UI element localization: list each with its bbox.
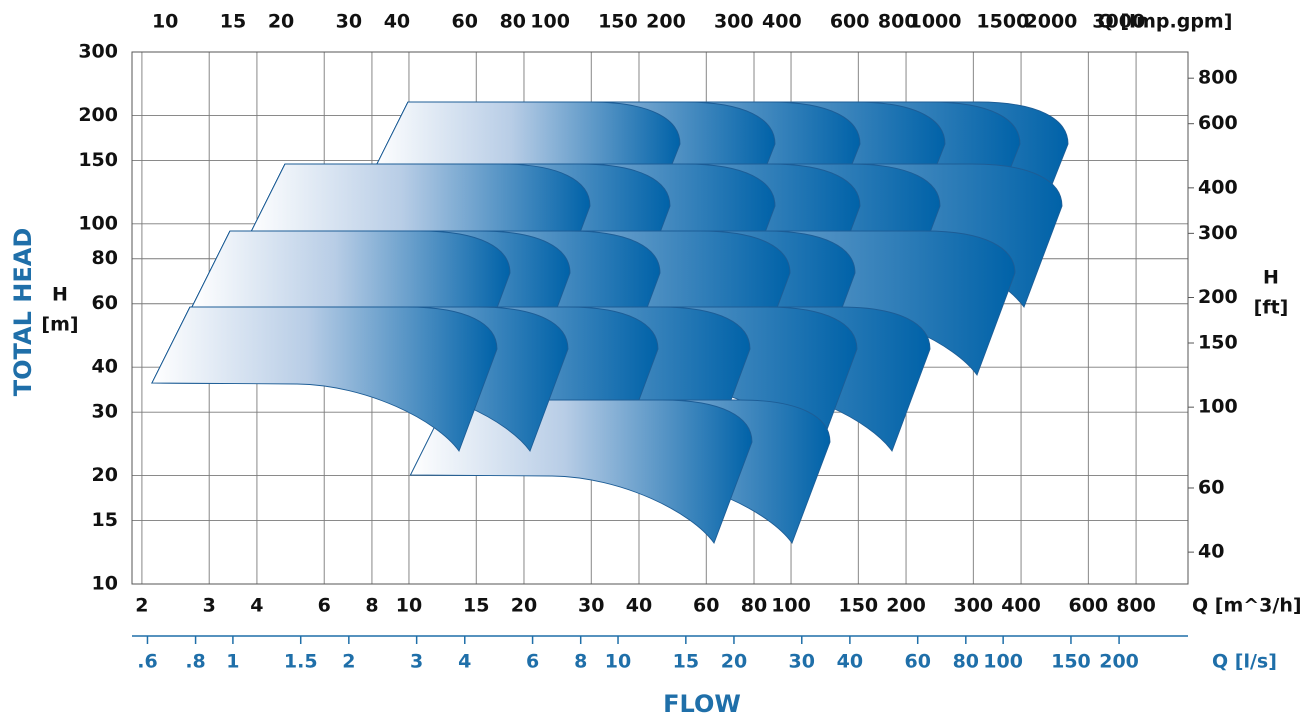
ls-tick-label: 20 (721, 651, 747, 673)
x-tick-label: 10 (396, 595, 422, 617)
top-tick-label: 1000 (909, 11, 962, 33)
y-tick-label: 60 (92, 292, 118, 314)
x-tick-label: 15 (463, 595, 489, 617)
ls-tick-label: 8 (574, 651, 587, 673)
x-tick-label: 40 (626, 595, 652, 617)
x-tick-label: 80 (741, 595, 767, 617)
y-tick-label: 20 (92, 464, 118, 486)
ls-tick-label: 80 (953, 651, 979, 673)
ls-tick-label: 200 (1099, 651, 1139, 673)
x-tick-label: 150 (838, 595, 878, 617)
ls-tick-label: 4 (458, 651, 471, 673)
y-tick-label: 40 (92, 356, 118, 378)
ls-tick-label: 6 (526, 651, 539, 673)
y2-tick-label: 60 (1198, 476, 1224, 498)
top-tick-label: 800 (878, 11, 918, 33)
top-tick-label: 100 (530, 11, 570, 33)
ls-tick-label: 2 (342, 651, 355, 673)
y2-tick-label: 800 (1198, 67, 1238, 89)
plot-frame (131, 51, 1189, 585)
y-tick-label: 100 (78, 212, 118, 234)
y-symbol: H (52, 284, 68, 306)
y-tick-label: 150 (78, 149, 118, 171)
y2-tick-label: 40 (1198, 541, 1224, 563)
top-tick-label: 400 (762, 11, 802, 33)
y2-unit: [ft] (1254, 297, 1289, 319)
y-title: TOTAL HEAD (9, 228, 37, 396)
x-tick-label: 300 (953, 595, 993, 617)
top-tick-label: 20 (268, 11, 294, 33)
y2-tick-label: 300 (1198, 222, 1238, 244)
top-tick-label: 200 (646, 11, 686, 33)
y2-tick-label: 100 (1198, 396, 1238, 418)
ls-tick-label: .6 (137, 651, 157, 673)
top-tick-label: 2000 (1025, 11, 1078, 33)
y-tick-label: 80 (92, 247, 118, 269)
x-tick-label: 800 (1116, 595, 1156, 617)
y-tick-label: 200 (78, 104, 118, 126)
pump-ranges (151, 101, 1069, 544)
x-tick-label: 200 (886, 595, 926, 617)
x-tick-label: 400 (1001, 595, 1041, 617)
labels: 2 3 4 6 8 10 15 20 30 40 60 80 100 150 200 300 400 600 800… (78, 11, 1237, 673)
top-tick-label: 600 (830, 11, 870, 33)
x-tick-label: 6 (318, 595, 331, 617)
top-tick-label: 15 (220, 11, 246, 33)
x-tick-label: 20 (511, 595, 537, 617)
y2-tick-label: 600 (1198, 112, 1238, 134)
top-tick-label: 60 (451, 11, 477, 33)
top-tick-label: 10 (152, 11, 178, 33)
x-axis-label: Q [m^3/h] (1192, 595, 1302, 617)
y2-tick-label: 400 (1198, 176, 1238, 198)
top-tick-label: 80 (500, 11, 526, 33)
ls-tick-label: 10 (605, 651, 631, 673)
ls-tick-label: 1 (226, 651, 239, 673)
top-tick-label: 3000 (1092, 11, 1145, 33)
y2-symbol: H (1263, 267, 1279, 289)
x-tick-label: 100 (771, 595, 811, 617)
y-unit: [m] (41, 314, 78, 336)
ls-tick-label: 1.5 (284, 651, 318, 673)
pump-range (409, 399, 753, 544)
top-tick-label: 40 (384, 11, 410, 33)
top-tick-label: 30 (336, 11, 362, 33)
x-title: FLOW (663, 690, 741, 718)
x-tick-label: 60 (693, 595, 719, 617)
top-axis-label: Q [Imp.gpm] (1098, 11, 1233, 33)
ls-tick-label: .8 (185, 651, 205, 673)
y2-tick-label: 150 (1198, 332, 1238, 354)
y-tick-label: 300 (78, 41, 118, 63)
x-tick-label: 30 (578, 595, 604, 617)
ls-tick-label: 3 (410, 651, 423, 673)
top-tick-label: 300 (714, 11, 754, 33)
y-tick-label: 15 (92, 509, 118, 531)
ls-tick-label: 60 (904, 651, 930, 673)
ls-tick-label: 30 (789, 651, 815, 673)
x-tick-label: 8 (365, 595, 378, 617)
y-tick-label: 10 (92, 573, 118, 595)
top-tick-label: 150 (598, 11, 638, 33)
y-tick-label: 30 (92, 401, 118, 423)
y2-tick-label: 200 (1198, 286, 1238, 308)
top-tick-label: 1500 (976, 11, 1029, 33)
x-tick-label: 600 (1068, 595, 1108, 617)
x-tick-label: 2 (135, 595, 148, 617)
x-tick-label: 3 (203, 595, 216, 617)
pump-range (151, 306, 498, 452)
ls-tick-label: 150 (1051, 651, 1091, 673)
ls-tick-label: 40 (837, 651, 863, 673)
ls-tick-label: 100 (983, 651, 1023, 673)
ls-axis-label: Q [l/s] (1212, 651, 1277, 673)
ls-tick-label: 15 (673, 651, 699, 673)
x-tick-label: 4 (250, 595, 263, 617)
